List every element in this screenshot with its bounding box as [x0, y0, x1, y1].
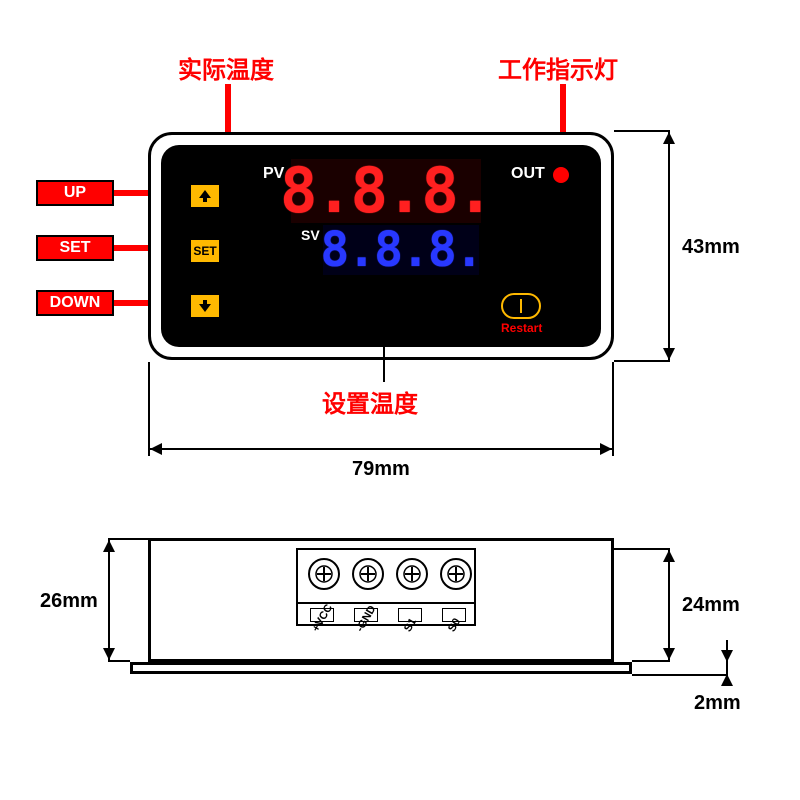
up-button-label[interactable]: UP — [36, 180, 114, 206]
device-arrow-up-icon — [198, 189, 212, 203]
dim-2-arrow-bot — [721, 674, 733, 686]
back-panel-lip — [130, 662, 632, 674]
set-button-label[interactable]: SET — [36, 235, 114, 261]
dim-43-ext-top — [614, 130, 670, 132]
dim-43-arrow-bot — [663, 348, 675, 360]
dim-79-ext-left — [148, 362, 150, 456]
dim-26-arrow-bot — [103, 648, 115, 660]
actual-temp-label: 实际温度 — [178, 50, 274, 85]
dim-2-label: 2mm — [694, 692, 741, 715]
restart-label: Restart — [501, 321, 542, 335]
device-front-panel: SET PV 8.8.8. SV 8.8.8. OUT — [148, 132, 614, 360]
set-temp-label: 设置温度 — [322, 384, 418, 419]
terminal-gnd — [352, 558, 384, 590]
device-front-inner: SET PV 8.8.8. SV 8.8.8. OUT — [161, 145, 601, 347]
dim-24-ext-bot — [632, 660, 670, 662]
sv-display: 8.8.8. — [323, 225, 479, 275]
dim-2-ext-bot — [632, 674, 728, 676]
dim-26-arrow-top — [103, 540, 115, 552]
set-temp-line — [383, 290, 385, 382]
out-led — [553, 167, 569, 183]
dim-43-arrow-top — [663, 132, 675, 144]
dim-26-ext-bot — [108, 660, 130, 662]
terminal-s1 — [396, 558, 428, 590]
device-down-button[interactable] — [189, 293, 221, 319]
restart-button-oval — [501, 293, 541, 319]
dim-26-label: 26mm — [40, 590, 98, 613]
terminal-vcc — [308, 558, 340, 590]
dim-79-line — [148, 448, 614, 450]
dim-79-label: 79mm — [352, 458, 410, 481]
sv-value: 8.8.8. — [320, 226, 481, 274]
dim-43-label: 43mm — [682, 236, 740, 259]
restart-button-group[interactable]: Restart — [501, 293, 542, 335]
dim-24-label: 24mm — [682, 594, 740, 617]
set-temp-arrow — [378, 290, 390, 302]
work-indicator-label: 工作指示灯 — [498, 50, 618, 85]
terminal-s0 — [440, 558, 472, 590]
dim-24-line — [668, 548, 670, 662]
device-up-button[interactable] — [189, 183, 221, 209]
dim-24-ext-top — [614, 548, 670, 550]
sv-label: SV — [301, 227, 320, 243]
pv-display: 8.8.8. — [291, 159, 481, 223]
device-set-button[interactable]: SET — [189, 238, 221, 264]
restart-button-line — [520, 299, 522, 313]
dim-26-line — [108, 538, 110, 662]
dim-2-arrow-top — [721, 650, 733, 662]
dim-24-arrow-bot — [663, 648, 675, 660]
pv-value: 8.8.8. — [280, 160, 492, 222]
down-button-label[interactable]: DOWN — [36, 290, 114, 316]
dim-43-line — [668, 130, 670, 362]
dim-43-ext-bot — [614, 360, 670, 362]
device-arrow-down-icon — [198, 299, 212, 313]
dim-79-arrow-right — [600, 443, 612, 455]
out-label: OUT — [511, 165, 545, 183]
dim-79-arrow-left — [150, 443, 162, 455]
dim-79-ext-right — [612, 362, 614, 456]
dim-24-arrow-top — [663, 550, 675, 562]
